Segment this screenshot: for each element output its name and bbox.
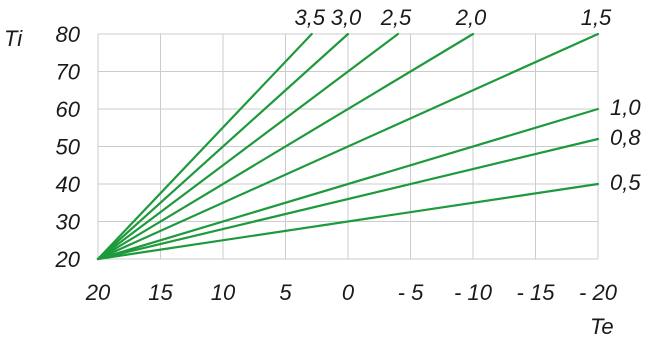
series-label: 1,0 — [610, 95, 641, 120]
x-tick-label: 15 — [148, 280, 173, 305]
series-labels: 3,5 3,0 2,5 2,0 1,5 1,0 0,8 0,5 — [294, 5, 641, 195]
y-tick-label: 20 — [55, 247, 81, 272]
series-line-0,5 — [96, 182, 600, 261]
x-tick-label: - 10 — [454, 280, 493, 305]
x-tick-label: 5 — [279, 280, 292, 305]
series-lines — [96, 32, 600, 261]
x-tick-label: 0 — [342, 280, 355, 305]
y-tick-label: 70 — [56, 60, 81, 85]
series-label: 0,5 — [610, 170, 641, 195]
x-tick-label: - 5 — [398, 280, 424, 305]
series-line-3,5 — [96, 32, 313, 261]
series-label: 1,5 — [581, 5, 612, 30]
x-tick-label: - 15 — [517, 280, 556, 305]
series-line-1,0 — [96, 107, 600, 261]
y-tick-label: 60 — [56, 97, 81, 122]
y-tick-label: 30 — [56, 210, 81, 235]
series-label: 2,5 — [380, 5, 412, 30]
x-tick-label: 10 — [211, 280, 236, 305]
x-tick-labels: 20 15 10 5 0 - 5 - 10 - 15 - 20 — [85, 280, 618, 305]
series-line-2,5 — [96, 32, 400, 261]
series-line-1,5 — [96, 32, 600, 261]
y-tick-label: 50 — [56, 135, 81, 160]
x-axis-label: Te — [590, 314, 614, 339]
series-line-2,0 — [96, 32, 475, 261]
series-line-3,0 — [96, 32, 350, 261]
x-tick-label: 20 — [85, 280, 111, 305]
y-axis-label: Ti — [4, 26, 23, 51]
series-label: 0,8 — [610, 125, 641, 150]
y-tick-label: 80 — [56, 22, 81, 47]
x-tick-label: - 20 — [579, 280, 618, 305]
series-label: 3,5 — [294, 5, 325, 30]
series-label: 3,0 — [331, 5, 362, 30]
series-label: 2,0 — [455, 5, 487, 30]
series-line-0,8 — [96, 137, 600, 261]
y-tick-labels: 20 30 40 50 60 70 80 — [55, 22, 81, 272]
y-tick-label: 40 — [56, 172, 81, 197]
